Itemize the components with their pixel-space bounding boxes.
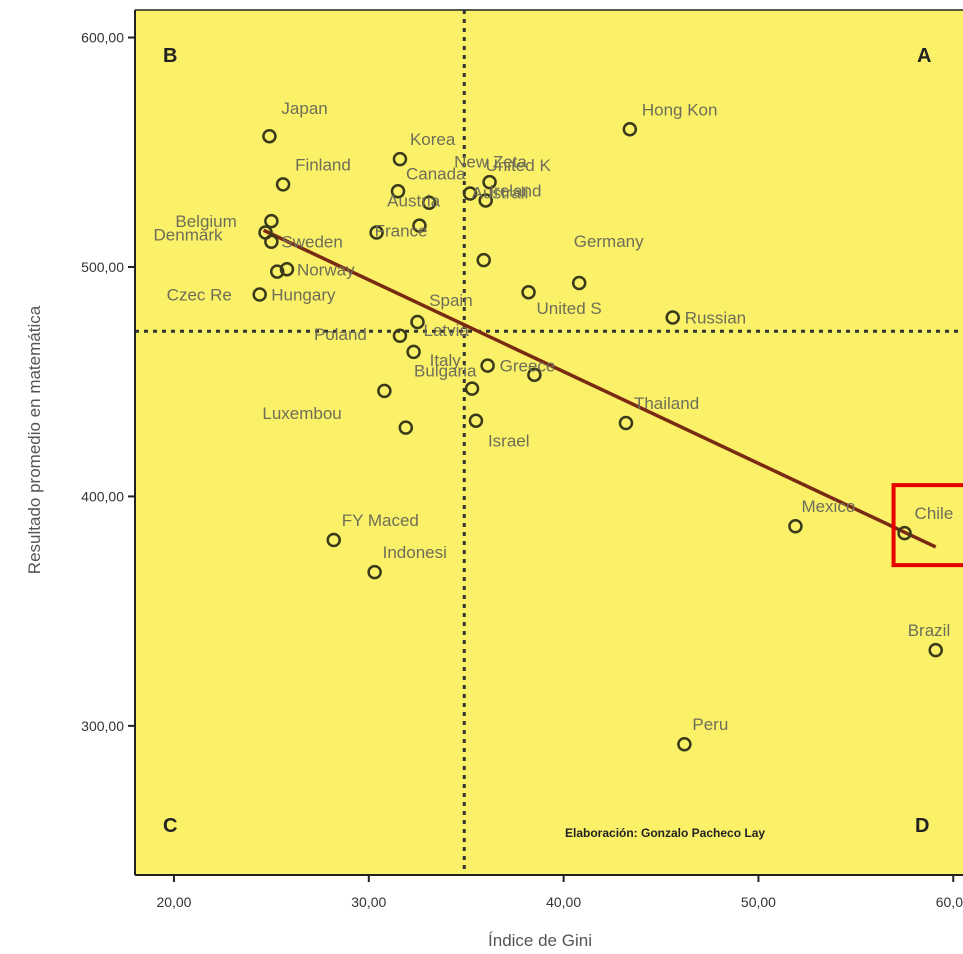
point-label: Finland [295,155,351,174]
reference-lines [135,10,963,875]
point-label: Australi [472,183,529,202]
point-label: Bulgaria [414,362,477,381]
quadrant-label-a: A [917,45,931,67]
data-point [928,642,943,658]
quadrant-label-b: B [163,45,177,67]
data-point [367,564,382,580]
plot-area [135,10,963,875]
point-label: Greece [500,357,556,376]
data-point [788,518,803,534]
quadrant-label-d: D [915,815,929,837]
point-label: Thailand [634,394,699,413]
x-tick-label: 40,00 [546,894,581,910]
point-label: Hungary [271,286,336,305]
x-tick-label: 30,00 [351,894,386,910]
y-tick-label: 600,00 [81,30,124,46]
y-tick-label: 300,00 [81,718,124,734]
point-label: United S [537,299,602,318]
data-point [279,262,295,277]
point-label: Russian [685,308,746,327]
data-point [410,314,425,330]
point-label: Luxembou [262,404,341,423]
data-point [677,736,692,752]
data-point [252,287,267,302]
data-point [468,413,484,428]
point-label: New Zeta [454,153,527,172]
data-point [369,225,384,240]
data-point [326,532,341,548]
point-label: Norway [297,260,355,279]
point-label: Peru [692,715,728,734]
x-tick-label: 60,00 [936,894,963,910]
data-point [476,252,491,268]
data-point [412,218,427,233]
point-label: Mexico [801,497,855,516]
point-label: Hong Kon [642,100,718,119]
credit-note: Elaboración: Gonzalo Pacheco Lay [565,826,765,840]
x-axis-title: Índice de Gini [488,931,592,950]
point-label: FY Maced [342,511,419,530]
data-point [258,225,273,240]
point-label: Brazil [908,621,951,640]
axes: 20,00 30,00 40,00 50,00 60,00 300,00 400,00 500… [81,9,963,910]
point-label: Czec Re [167,286,232,305]
y-tick-label: 400,00 [81,488,124,504]
point-label: Austria [387,192,440,211]
data-point [264,213,279,229]
point-label: Belgium [175,212,236,231]
data-point [377,383,392,399]
data-point [527,367,542,383]
x-tick-label: 20,00 [156,894,191,910]
point-label: United K [486,156,552,175]
trend-layer [262,228,937,549]
data-point [665,310,680,325]
data-point [392,328,408,344]
point-label: Israel [488,432,530,451]
data-point [571,275,587,291]
data-point [897,525,912,541]
point-label: Japan [281,99,327,118]
data-point [480,358,495,373]
point-label: Germany [574,232,644,251]
data-points [252,122,943,752]
point-label: France [375,222,428,241]
data-point [269,264,285,279]
y-axis-title: Resultado promedio en matemática [25,305,44,574]
point-label: Sweden [281,233,342,252]
quadrant-label-c: C [163,815,177,837]
data-point [618,415,634,431]
x-tick-label: 50,00 [741,894,776,910]
data-point [392,151,408,167]
point-label: Korea [410,130,456,149]
point-label: Poland [314,325,367,344]
point-label: Denmark [154,226,223,245]
point-label: Spain [429,291,472,310]
data-point [262,128,277,144]
data-point [398,420,414,435]
data-point [275,177,291,192]
data-point [478,193,493,208]
data-point [482,174,497,190]
data-point [464,381,480,396]
point-label: Ireland [489,182,541,201]
trend-line [262,228,937,549]
data-point [462,186,478,201]
point-label: Indonesi [383,543,447,562]
point-label: Italy [430,351,462,370]
point-label: Latvia [423,321,469,340]
data-point [390,184,406,199]
y-tick-label: 500,00 [81,259,124,275]
highlight-box [891,483,963,568]
data-point [421,195,437,210]
point-label: Chile [915,504,954,523]
data-point [406,344,421,360]
data-point [622,122,638,137]
data-point [521,284,536,300]
point-label: Canada [406,164,466,183]
plot-background [135,10,963,875]
